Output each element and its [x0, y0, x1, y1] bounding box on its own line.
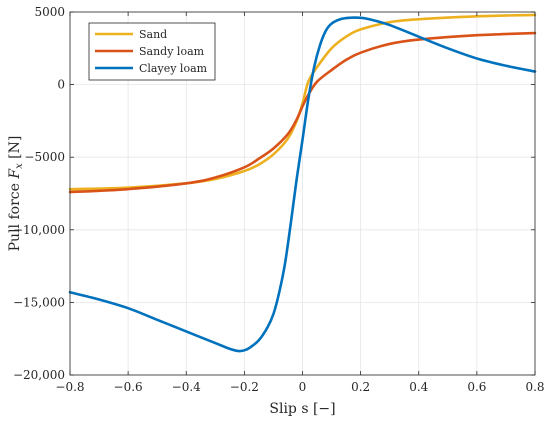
plot-series — [68, 13, 537, 353]
series-line-clayey-loam — [68, 16, 537, 353]
y-axis-label-subscript: x — [14, 163, 25, 169]
y-tick-label: −15,000 — [13, 295, 65, 309]
legend-label-sand: Sand — [139, 28, 167, 41]
legend: Sand Sandy loam Clayey loam — [88, 22, 216, 81]
y-axis-label-variable: F — [7, 168, 23, 180]
x-tick-label: 0.6 — [467, 380, 486, 394]
x-tick-label: −0.4 — [172, 380, 202, 394]
x-tick-label: 0.2 — [351, 380, 370, 394]
x-tick-label: −0.6 — [114, 380, 143, 394]
series-line-sandy-loam — [68, 31, 537, 194]
x-axis-label: Slip s [−] — [269, 401, 335, 417]
x-tick-label: 0.4 — [409, 380, 428, 394]
y-tick-label: −20,000 — [13, 368, 65, 382]
y-axis-label-unit: [N] — [7, 136, 23, 164]
x-tick-label: 0 — [299, 380, 307, 394]
y-tick-label: −5000 — [24, 150, 65, 164]
x-tick-label: 0.8 — [525, 380, 544, 394]
y-axis-label: Pull force Fx [N] — [7, 136, 25, 252]
y-tick-label: 5000 — [34, 5, 65, 19]
grid — [69, 11, 536, 376]
y-tick-label: 0 — [57, 78, 65, 92]
x-tick-label: −0.2 — [230, 380, 259, 394]
legend-label-sandy-loam: Sandy loam — [139, 45, 205, 58]
y-axis-label-prefix: Pull force — [7, 179, 23, 252]
x-tick-label: −0.8 — [55, 380, 84, 394]
y-tick-label: −10,000 — [13, 223, 65, 237]
legend-label-clayey-loam: Clayey loam — [139, 62, 208, 75]
ticks: −0.8 −0.6 −0.4 −0.2 0 0.2 0.4 0.6 0.8 5000 0 −5000 −… — [13, 5, 545, 394]
